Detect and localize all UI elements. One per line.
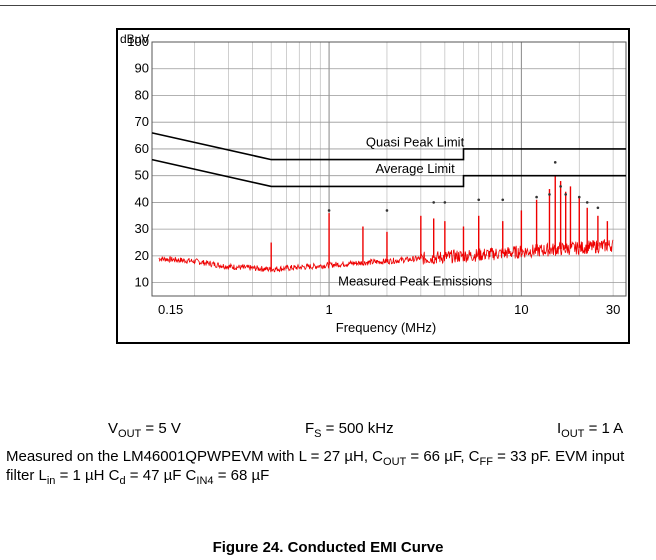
x-axis-ticks: 0.15 1 10 30 bbox=[158, 302, 620, 317]
chart-annotation: Average Limit bbox=[375, 161, 455, 176]
quasi-peak-marker bbox=[501, 198, 505, 202]
x-tick-label: 10 bbox=[514, 302, 528, 317]
quasi-peak-marker bbox=[559, 185, 562, 188]
quasi-peak-marker bbox=[553, 161, 557, 164]
quasi-peak-marker bbox=[585, 201, 589, 204]
quasi-peak-marker bbox=[577, 195, 581, 199]
vout-condition: VOUT = 5 V bbox=[108, 420, 181, 440]
fs-condition: FS = 500 kHz bbox=[305, 420, 394, 440]
x-tick-label: 1 bbox=[325, 302, 332, 317]
chart-annotation: Measured Peak Emissions bbox=[338, 273, 492, 288]
y-tick-label: 50 bbox=[135, 168, 149, 183]
emissions-noise-floor bbox=[158, 238, 614, 273]
figure-caption: Measured on the LM46001QPWPEVM with L = … bbox=[6, 448, 625, 487]
y-tick-label: 80 bbox=[135, 87, 149, 102]
y-tick-label: 100 bbox=[127, 34, 149, 49]
y-tick-label: 90 bbox=[135, 61, 149, 76]
quasi-peak-marker bbox=[327, 209, 331, 212]
quasi-peak-marker bbox=[385, 209, 389, 212]
chart-annotation: Quasi Peak Limit bbox=[366, 134, 465, 149]
emi-chart: 10 20 30 40 50 60 70 80 90 100 0.15 1 10 30 Quasi Pe… bbox=[116, 28, 630, 344]
y-tick-label: 60 bbox=[135, 141, 149, 156]
y-tick-label: 70 bbox=[135, 114, 149, 129]
figure-title: Figure 24. Conducted EMI Curve bbox=[212, 539, 444, 556]
chart-svg: 10 20 30 40 50 60 70 80 90 100 0.15 1 10 30 Quasi Pe… bbox=[120, 32, 627, 335]
quasi-peak-marker bbox=[432, 201, 435, 204]
quasi-peak-limit-line bbox=[151, 132, 626, 161]
top-rule bbox=[0, 5, 656, 6]
x-axis-label: Frequency (MHz) bbox=[336, 320, 436, 335]
iout-condition: IOUT = 1 A bbox=[557, 420, 624, 440]
quasi-peak-markers bbox=[327, 161, 600, 212]
y-tick-label: 30 bbox=[135, 221, 149, 236]
y-tick-label: 20 bbox=[135, 248, 149, 263]
quasi-peak-marker bbox=[548, 193, 551, 196]
y-axis-label: dBuV bbox=[120, 32, 149, 46]
emissions-series bbox=[158, 175, 614, 273]
quasi-peak-marker bbox=[443, 201, 447, 204]
quasi-peak-marker bbox=[477, 198, 481, 202]
average-limit-line bbox=[151, 158, 626, 188]
quasi-peak-marker bbox=[596, 206, 600, 210]
plot-border bbox=[151, 41, 627, 297]
y-tick-label: 40 bbox=[135, 194, 149, 209]
y-axis-ticks: 10 20 30 40 50 60 70 80 90 100 bbox=[127, 34, 149, 290]
limit-lines bbox=[151, 132, 626, 188]
x-tick-label: 0.15 bbox=[158, 302, 183, 317]
x-tick-label: 30 bbox=[606, 302, 620, 317]
y-tick-label: 10 bbox=[135, 275, 149, 290]
quasi-peak-marker bbox=[535, 195, 538, 199]
chart-annotations: Quasi Peak Limit Average Limit Measured Pe… bbox=[338, 134, 492, 288]
quasi-peak-marker bbox=[564, 193, 567, 196]
major-grid bbox=[151, 41, 627, 297]
